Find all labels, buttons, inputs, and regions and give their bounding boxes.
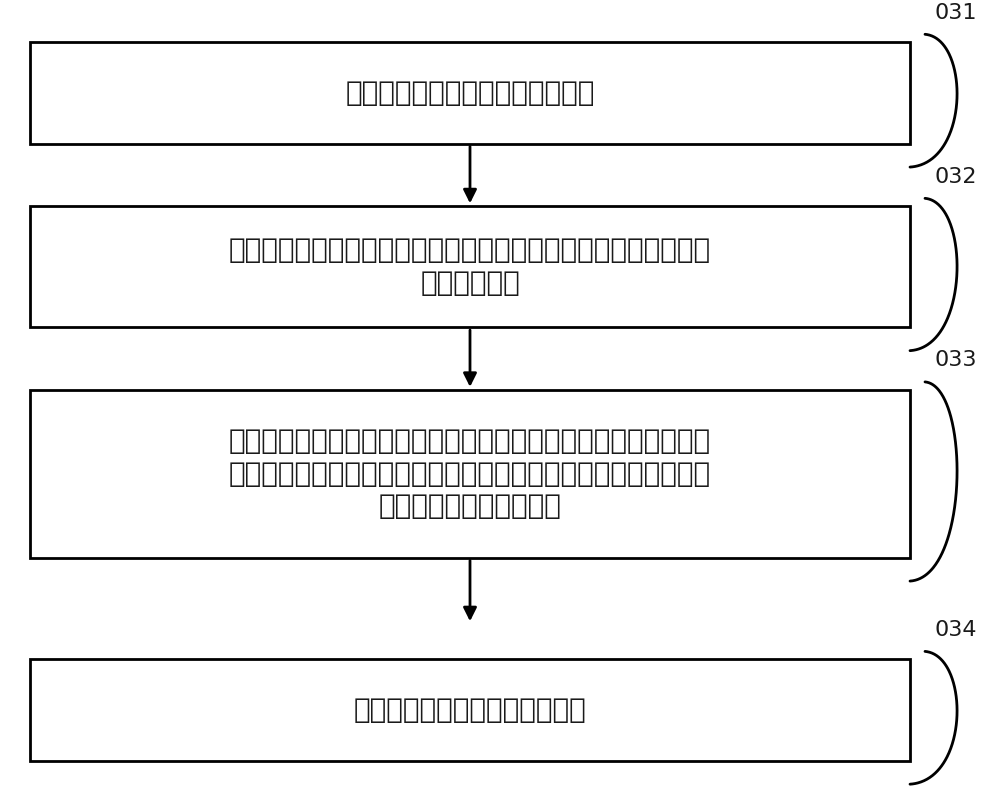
Text: 去除图案化后的所述第二保护层: 去除图案化后的所述第二保护层 [354, 696, 586, 724]
Text: 以图案化后的所述第二保护层为掩膜，通过所述第二刻蚀窗口，对: 以图案化后的所述第二保护层为掩膜，通过所述第二刻蚀窗口，对 [229, 427, 711, 455]
Bar [30, 390, 910, 558]
Text: 034: 034 [935, 619, 977, 640]
Text: 033: 033 [935, 350, 977, 370]
Text: 述有源岛上方的源漏电极: 述有源岛上方的源漏电极 [379, 493, 561, 520]
Bar [30, 206, 910, 327]
Text: 对所述第二保护层进行图案化处理，以形成贯穿所述第二保护层的: 对所述第二保护层进行图案化处理，以形成贯穿所述第二保护层的 [229, 236, 711, 265]
Bar [30, 659, 910, 761]
Bar [30, 42, 910, 143]
Text: 第二刻蚀窗口: 第二刻蚀窗口 [420, 269, 520, 297]
Text: 形成覆盖所述金属层的第二保护层: 形成覆盖所述金属层的第二保护层 [345, 79, 595, 107]
Text: 032: 032 [935, 166, 977, 187]
Text: 所述有源层和所述金属层进行刻蚀，以分别形成有源岛以及位于所: 所述有源层和所述金属层进行刻蚀，以分别形成有源岛以及位于所 [229, 459, 711, 488]
Text: 031: 031 [935, 2, 977, 22]
